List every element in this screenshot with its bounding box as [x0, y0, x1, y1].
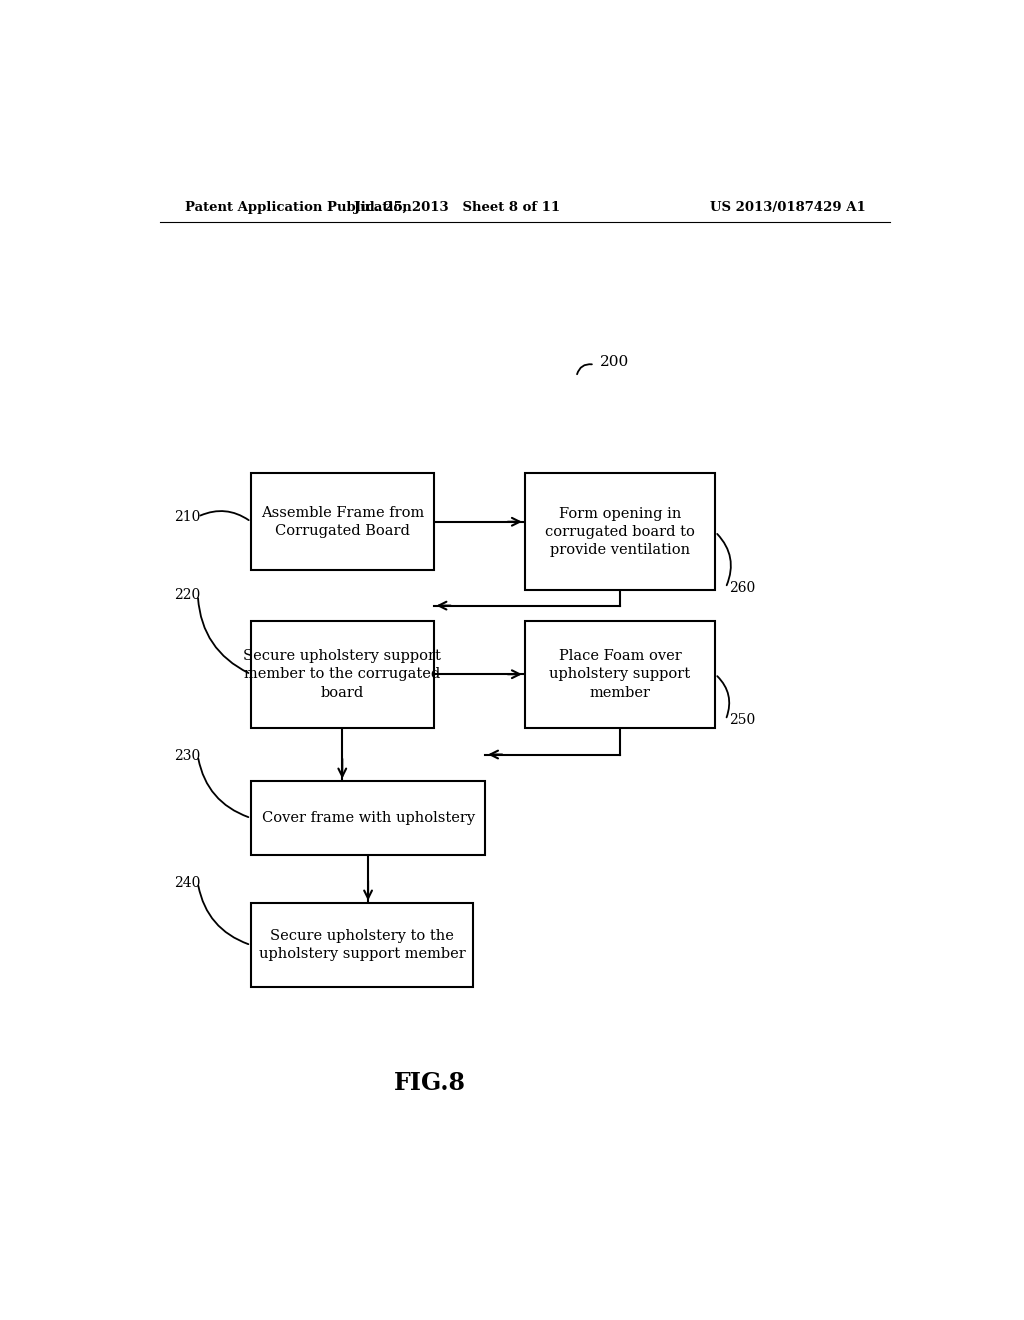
Text: Assemble Frame from
Corrugated Board: Assemble Frame from Corrugated Board: [261, 506, 424, 539]
Text: Secure upholstery to the
upholstery support member: Secure upholstery to the upholstery supp…: [259, 929, 466, 961]
Text: 230: 230: [174, 748, 201, 763]
Text: Jul. 25, 2013   Sheet 8 of 11: Jul. 25, 2013 Sheet 8 of 11: [354, 201, 560, 214]
Text: 260: 260: [729, 581, 756, 595]
Text: Patent Application Publication: Patent Application Publication: [185, 201, 412, 214]
FancyBboxPatch shape: [524, 620, 715, 727]
Text: 250: 250: [729, 713, 756, 727]
Text: Cover frame with upholstery: Cover frame with upholstery: [261, 810, 475, 825]
FancyBboxPatch shape: [524, 474, 715, 590]
Text: FIG.8: FIG.8: [393, 1072, 466, 1096]
Text: 200: 200: [600, 355, 630, 368]
Text: 210: 210: [174, 510, 201, 524]
Text: Place Foam over
upholstery support
member: Place Foam over upholstery support membe…: [550, 649, 690, 700]
Text: US 2013/0187429 A1: US 2013/0187429 A1: [711, 201, 866, 214]
FancyBboxPatch shape: [251, 620, 433, 727]
FancyBboxPatch shape: [251, 474, 433, 570]
Text: 240: 240: [174, 876, 201, 890]
FancyBboxPatch shape: [251, 781, 485, 854]
Text: Form opening in
corrugated board to
provide ventilation: Form opening in corrugated board to prov…: [545, 507, 695, 557]
Text: Secure upholstery support
member to the corrugated
board: Secure upholstery support member to the …: [244, 649, 441, 700]
Text: 220: 220: [174, 589, 201, 602]
FancyBboxPatch shape: [251, 903, 473, 987]
